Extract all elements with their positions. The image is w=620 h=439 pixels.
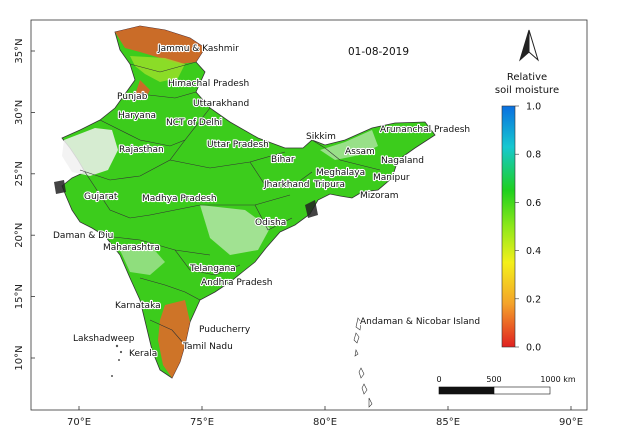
dry-regions xyxy=(54,26,378,378)
label-punjab: Punjab xyxy=(117,92,148,102)
label-rajasthan: Rajasthan xyxy=(119,145,164,155)
label-haryana: Haryana xyxy=(118,111,156,121)
lat-tick-label: 25°N xyxy=(14,161,25,186)
label-andhra-pradesh: Andhra Pradesh xyxy=(201,278,272,288)
lat-tick-label: 10°N xyxy=(14,345,25,370)
label-bihar: Bihar xyxy=(271,155,295,165)
lat-tick-label: 30°N xyxy=(14,100,25,125)
label-telangana: Telangana xyxy=(189,264,236,274)
scale-label-500: 500 xyxy=(486,375,501,384)
lat-tick-label: 20°N xyxy=(14,223,25,248)
lon-tick-label: 90°E xyxy=(559,417,583,428)
lon-tick-label: 75°E xyxy=(190,417,214,428)
label-uttarakhand: Uttarakhand xyxy=(193,99,249,109)
latitude-axis: 35°N 30°N 25°N 20°N 15°N 10°N xyxy=(14,38,35,371)
colorbar-title-line1: Relative xyxy=(507,72,547,83)
colorbar-tick-label: 0.0 xyxy=(526,343,541,354)
label-himachal-pradesh: Himachal Pradesh xyxy=(168,79,249,89)
colorbar-tick-label: 0.2 xyxy=(526,294,541,305)
north-arrow-icon xyxy=(519,29,539,62)
scale-label-1000: 1000 km xyxy=(540,375,576,384)
lon-tick-label: 80°E xyxy=(313,417,337,428)
label-puducherry: Puducherry xyxy=(199,325,251,335)
state-labels: Jammu & Kashmir Himachal Pradesh Punjab … xyxy=(52,43,481,360)
label-nct-delhi: NCT of Delhi xyxy=(166,118,222,128)
lon-tick-label: 85°E xyxy=(436,417,460,428)
longitude-axis: 70°E75°E80°E85°E90°E95°E100°E105°E110°E xyxy=(67,406,583,428)
lat-tick-label: 35°N xyxy=(14,38,25,63)
label-tripura: Tripura xyxy=(313,180,345,190)
label-meghalaya: Meghalaya xyxy=(316,168,365,178)
andaman-nicobar-islands xyxy=(353,317,373,408)
label-kerala: Kerala xyxy=(129,349,157,359)
colorbar-tick-label: 0.4 xyxy=(526,246,541,257)
label-sikkim: Sikkim xyxy=(306,132,336,142)
colorbar-tick-label: 1.0 xyxy=(526,102,541,113)
label-maharashtra: Maharashtra xyxy=(103,243,160,253)
label-uttar-pradesh: Uttar Pradesh xyxy=(207,140,269,150)
colorbar: Relative soil moisture 1.0 0.8 0.6 0.4 0.2 0.… xyxy=(495,72,559,354)
colorbar-gradient xyxy=(501,105,516,348)
colorbar-tick-label: 0.8 xyxy=(526,150,541,161)
state-boundaries xyxy=(79,61,381,346)
label-lakshadweep: Lakshadweep xyxy=(73,334,135,344)
label-manipur: Manipur xyxy=(373,173,410,183)
colorbar-tick-label: 0.6 xyxy=(526,198,541,209)
label-nagaland: Nagaland xyxy=(381,156,424,166)
label-daman-diu: Daman & Diu xyxy=(53,231,113,241)
map-date: 01-08-2019 xyxy=(348,46,409,58)
scale-bar: 0 500 1000 km xyxy=(436,375,576,395)
lakshadweep-islands xyxy=(111,344,123,377)
label-gujarat: Gujarat xyxy=(84,192,118,202)
colorbar-title-line2: soil moisture xyxy=(495,85,559,96)
scale-label-0: 0 xyxy=(436,375,441,384)
label-jharkhand: Jharkhand xyxy=(263,180,309,190)
lat-tick-label: 15°N xyxy=(14,284,25,309)
label-jammu-kashmir: Jammu & Kashmir xyxy=(157,44,239,54)
label-madhya-pradesh: Madhya Pradesh xyxy=(142,194,217,204)
label-assam: Assam xyxy=(345,147,375,157)
lon-tick-label: 70°E xyxy=(67,417,91,428)
label-arunachal-pradesh: Arunanchal Pradesh xyxy=(380,125,470,135)
label-karnataka: Karnataka xyxy=(115,301,161,311)
colorbar-ticks: 1.0 0.8 0.6 0.4 0.2 0.0 xyxy=(515,102,541,354)
label-andaman-nicobar: Andaman & Nicobar Island xyxy=(360,317,480,327)
label-odisha: Odisha xyxy=(255,218,286,228)
label-tamil-nadu: Tamil Nadu xyxy=(182,342,233,352)
label-mizoram: Mizoram xyxy=(360,191,398,201)
